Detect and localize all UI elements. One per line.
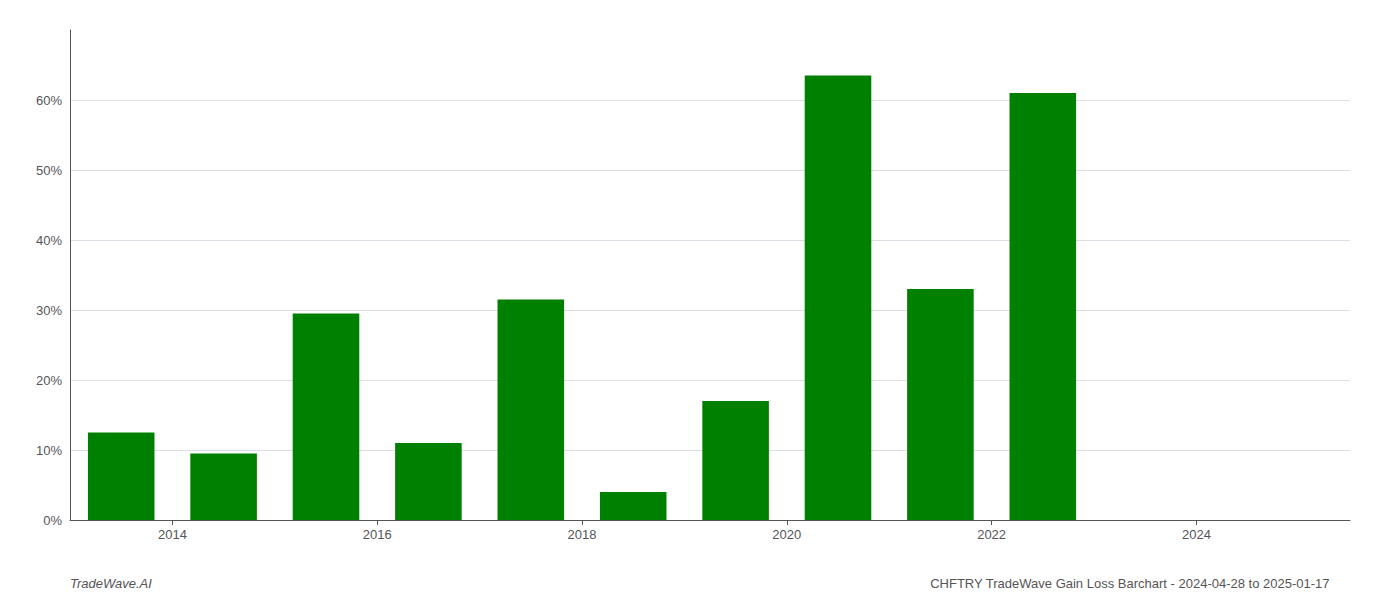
svg-text:CHFTRY TradeWave Gain Loss Bar: CHFTRY TradeWave Gain Loss Barchart - 20… (930, 576, 1329, 591)
svg-text:10%: 10% (36, 443, 62, 458)
svg-text:30%: 30% (36, 303, 62, 318)
svg-text:20%: 20% (36, 373, 62, 388)
svg-text:60%: 60% (36, 93, 62, 108)
svg-text:2016: 2016 (363, 527, 392, 542)
svg-text:0%: 0% (43, 513, 62, 528)
svg-text:40%: 40% (36, 233, 62, 248)
svg-text:TradeWave.AI: TradeWave.AI (70, 576, 152, 591)
svg-text:2022: 2022 (977, 527, 1006, 542)
svg-text:50%: 50% (36, 163, 62, 178)
svg-text:2018: 2018 (568, 527, 597, 542)
svg-text:2014: 2014 (158, 527, 187, 542)
svg-text:2020: 2020 (772, 527, 801, 542)
svg-text:2024: 2024 (1182, 527, 1211, 542)
